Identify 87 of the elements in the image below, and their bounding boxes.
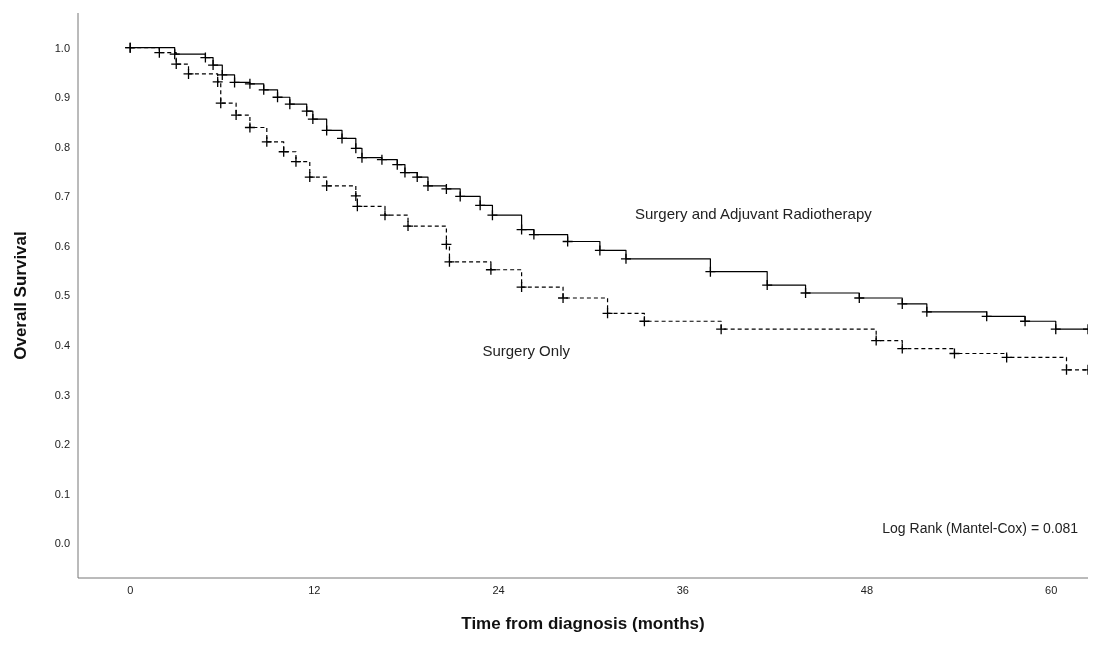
y-tick-label: 0.6: [54, 239, 70, 252]
x-tick-label: 60: [1045, 583, 1058, 596]
point: [350, 142, 362, 154]
point: [284, 98, 296, 110]
point: [704, 266, 717, 278]
point: [440, 238, 453, 251]
point: [485, 264, 497, 276]
point: [399, 166, 411, 179]
point: [515, 223, 528, 236]
point: [528, 228, 540, 241]
point: [948, 347, 961, 360]
point: [981, 310, 993, 322]
x-tick-label: 36: [676, 583, 689, 596]
point: [376, 154, 388, 166]
point: [422, 180, 434, 192]
point: [182, 68, 195, 80]
point: [411, 171, 423, 183]
point: [153, 47, 165, 59]
point: [896, 342, 908, 355]
point: [896, 298, 908, 310]
point: [474, 199, 486, 211]
text: Surgery and Adjuvant Radiotherapy: [634, 204, 872, 222]
y-tick-label: 0.0: [54, 537, 70, 550]
point: [601, 307, 614, 319]
point: [336, 132, 348, 145]
point: [261, 136, 273, 148]
point: [228, 76, 241, 89]
point: [853, 292, 865, 304]
annotation: Log Rank (Mantel-Cox) = 0.081: [882, 520, 1078, 536]
point: [443, 256, 456, 268]
point: [921, 306, 933, 318]
point: [486, 209, 499, 221]
y-tick-label: 0.3: [54, 388, 70, 401]
point: [1050, 323, 1062, 335]
y-tick-label: 0.8: [54, 140, 70, 153]
x-tick-label: 24: [492, 583, 505, 596]
y-tick-label: 1.0: [54, 41, 70, 54]
point: [258, 84, 270, 96]
y-tick-label: 0.4: [54, 338, 70, 351]
point: [230, 109, 242, 121]
point: [212, 76, 224, 88]
point: [1019, 315, 1031, 327]
point: [321, 180, 333, 192]
point: [215, 97, 227, 109]
x-tick-label: 12: [308, 583, 321, 596]
text: Surgery Only: [482, 341, 570, 359]
point: [356, 152, 368, 164]
y-tick-label: 0.2: [54, 438, 70, 451]
point: [271, 91, 284, 103]
point: [351, 200, 364, 212]
point: [391, 159, 403, 171]
y-axis-title: Overall Survival: [11, 231, 31, 360]
point: [638, 315, 651, 327]
point: [304, 171, 316, 183]
point: [321, 124, 333, 137]
point: [244, 78, 256, 90]
point: [454, 190, 466, 203]
point: [350, 190, 362, 202]
point: [199, 51, 212, 64]
point: [562, 235, 574, 248]
point: [557, 292, 569, 304]
y-tick-label: 0.1: [54, 487, 70, 500]
y-tick-label: 0.5: [54, 289, 70, 302]
point: [870, 334, 882, 347]
point: [169, 48, 181, 60]
x-tick-label: 48: [860, 583, 874, 596]
point: [290, 156, 302, 168]
point: [799, 287, 812, 299]
point: [715, 323, 727, 335]
point: [440, 183, 453, 195]
point: [1001, 351, 1013, 364]
point: [207, 59, 219, 71]
point: [620, 253, 632, 265]
y-tick-label: 0.9: [54, 91, 70, 104]
point: [1060, 364, 1073, 376]
point: [594, 244, 606, 257]
point: [278, 146, 290, 158]
point: [170, 58, 182, 70]
x-axis-title: Time from diagnosis (months): [461, 614, 705, 634]
point: [244, 121, 256, 134]
y-tick-label: 0.7: [54, 190, 70, 203]
point: [515, 281, 528, 293]
point: [379, 209, 391, 221]
point: [216, 69, 228, 81]
point: [402, 220, 414, 232]
x-tick-label: 0: [127, 583, 134, 596]
point: [761, 279, 773, 291]
